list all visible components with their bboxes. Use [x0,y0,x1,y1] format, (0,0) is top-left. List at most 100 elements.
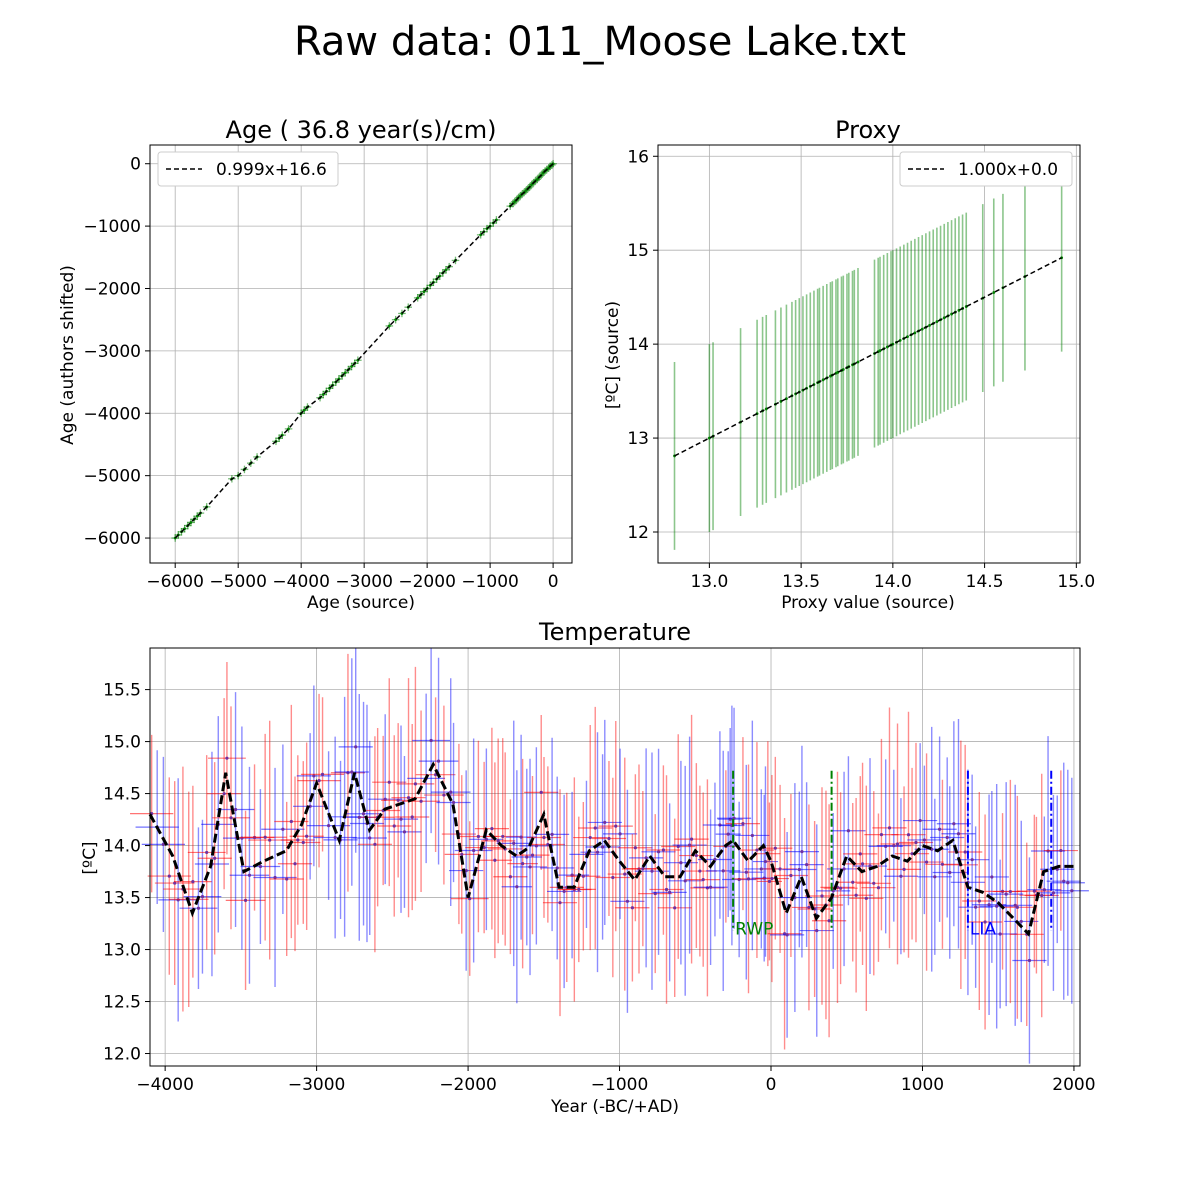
temp-point-19-1 [490,827,494,831]
temp-point-7-2 [293,862,297,866]
proxy-point-48 [928,323,931,327]
temp-point-32-0 [679,861,683,865]
temperature-x-axis-label: Year (-BC/+AD) [550,1097,679,1117]
temp-point-7-3 [296,838,300,842]
temp-point-50-2 [945,835,949,840]
proxy-legend: 1.000x+0.0 [899,151,1073,187]
temp-point-17-2 [460,852,464,856]
temp-point-56-3 [1040,893,1044,898]
temp-point-23-3 [555,866,559,870]
temp-point-58-2 [1066,881,1070,885]
temp-point-25-2 [581,874,585,878]
temp-point-44-1 [851,880,855,884]
temp-point-13-3 [396,798,400,802]
temp-point-37-1 [750,833,754,838]
age-legend-label: 0.999x+16.6 [216,160,327,180]
proxy-x-tick-label-4: 15.0 [1057,572,1095,592]
temp-point-48-1 [910,852,914,856]
proxy-legend-label: 1.000x+0.0 [958,160,1058,180]
temp-point-33-2 [701,878,705,882]
temp-point-51-0 [952,822,956,826]
temp-point-3-3 [222,792,226,796]
proxy-grid [658,145,1080,563]
temp-point-33-1 [698,869,702,873]
proxy-fit-segment [674,257,1062,457]
proxy-y-axis-label: [ºC] (source) [603,301,623,409]
temp-point-39-1 [773,846,777,850]
temp-point-27-2 [611,875,615,880]
temp-point-8-0 [301,840,305,845]
temp-point-0-3 [167,874,171,878]
temp-point-46-1 [879,833,884,837]
temperature-y-axis-label: [ºC] [80,841,100,874]
proxy-y-ticks: 12 13 14 15 16 [627,147,658,543]
temp-point-4-2 [233,807,238,812]
proxy-y-tick-label-3: 15 [627,241,649,261]
temp-point-16-3 [449,790,453,794]
temp-point-56-0 [1027,958,1032,963]
temp-point-1-0 [173,881,177,885]
temp-point-23-1 [546,842,550,847]
temp-point-53-0 [983,920,987,924]
proxy-x-tick-label-1: 13.5 [782,572,820,592]
temp-point-46-3 [887,826,892,830]
age-x-tick-label-1: −5000 [209,572,267,592]
proxy-point-44 [913,331,917,335]
temp-point-6-0 [263,835,267,839]
proxy-y-tick-label-1: 13 [627,429,649,449]
temp-point-54-2 [1004,892,1008,896]
temp-point-47-0 [892,844,896,848]
temp-point-47-2 [899,874,903,878]
temp-point-57-0 [1042,888,1046,892]
temp-point-21-3 [525,855,529,859]
temp-point-52-1 [970,858,974,862]
temp-point-45-1 [864,896,868,900]
temp-point-22-3 [539,790,543,795]
temp-point-27-0 [603,820,607,825]
temp-point-23-0 [542,835,546,840]
temp-point-5-3 [258,864,263,869]
age-point-50 [343,371,347,375]
age-fit-line [174,163,554,539]
temp-point-4-1 [229,816,233,820]
temp-y-tick-label-4: 14.0 [103,837,141,857]
temp-point-5-1 [247,873,252,877]
age-y-tick-label-4: −2000 [83,279,141,299]
temperature-panel: Temperature Year (-BC/+AD) [ºC] RWP LIA −… [80,618,1096,1117]
temp-point-34-3 [721,869,725,873]
temp-point-31-2 [673,906,677,910]
temp-point-26-0 [588,835,592,840]
temp-point-15-0 [413,782,418,786]
temp-point-50-0 [938,827,942,831]
proxy-x-tick-label-0: 13.0 [690,572,728,592]
temp-point-12-1 [373,842,377,846]
age-point-12 [530,183,534,187]
temp-point-38-3 [767,879,772,884]
temp-point-30-2 [656,850,661,854]
temp-point-52-3 [977,899,981,903]
temp-point-40-3 [797,867,801,872]
age-point-41 [416,296,420,300]
temp-point-11-1 [357,815,361,819]
temp-point-43-2 [838,886,843,890]
age-panel: Age ( 36.8 year(s)/cm) Age (source) Age … [58,116,573,613]
age-y-tick-label-2: −4000 [83,404,141,424]
temp-point-17-3 [464,868,468,873]
temp-point-47-1 [895,842,900,846]
age-fit-polyline [174,163,554,539]
temp-annotation-lia: LIA [970,920,996,940]
temp-y-tick-label-5: 14.5 [103,785,141,805]
proxy-x-tick-label-2: 14.0 [874,572,912,592]
temp-point-20-3 [512,841,516,845]
proxy-point-31 [856,360,860,364]
temp-point-9-3 [333,835,337,840]
temp-x-tick-label-1: −3000 [288,1075,346,1095]
temp-point-34-0 [708,885,713,889]
temperature-plot-frame [149,647,1081,1067]
age-point-21 [513,200,517,204]
temp-point-32-3 [689,837,694,841]
age-legend: 0.999x+16.6 [157,151,339,187]
temp-point-58-0 [1059,848,1063,853]
proxy-y-tick-label-2: 14 [627,335,649,355]
age-y-tick-label-1: −5000 [83,467,141,487]
